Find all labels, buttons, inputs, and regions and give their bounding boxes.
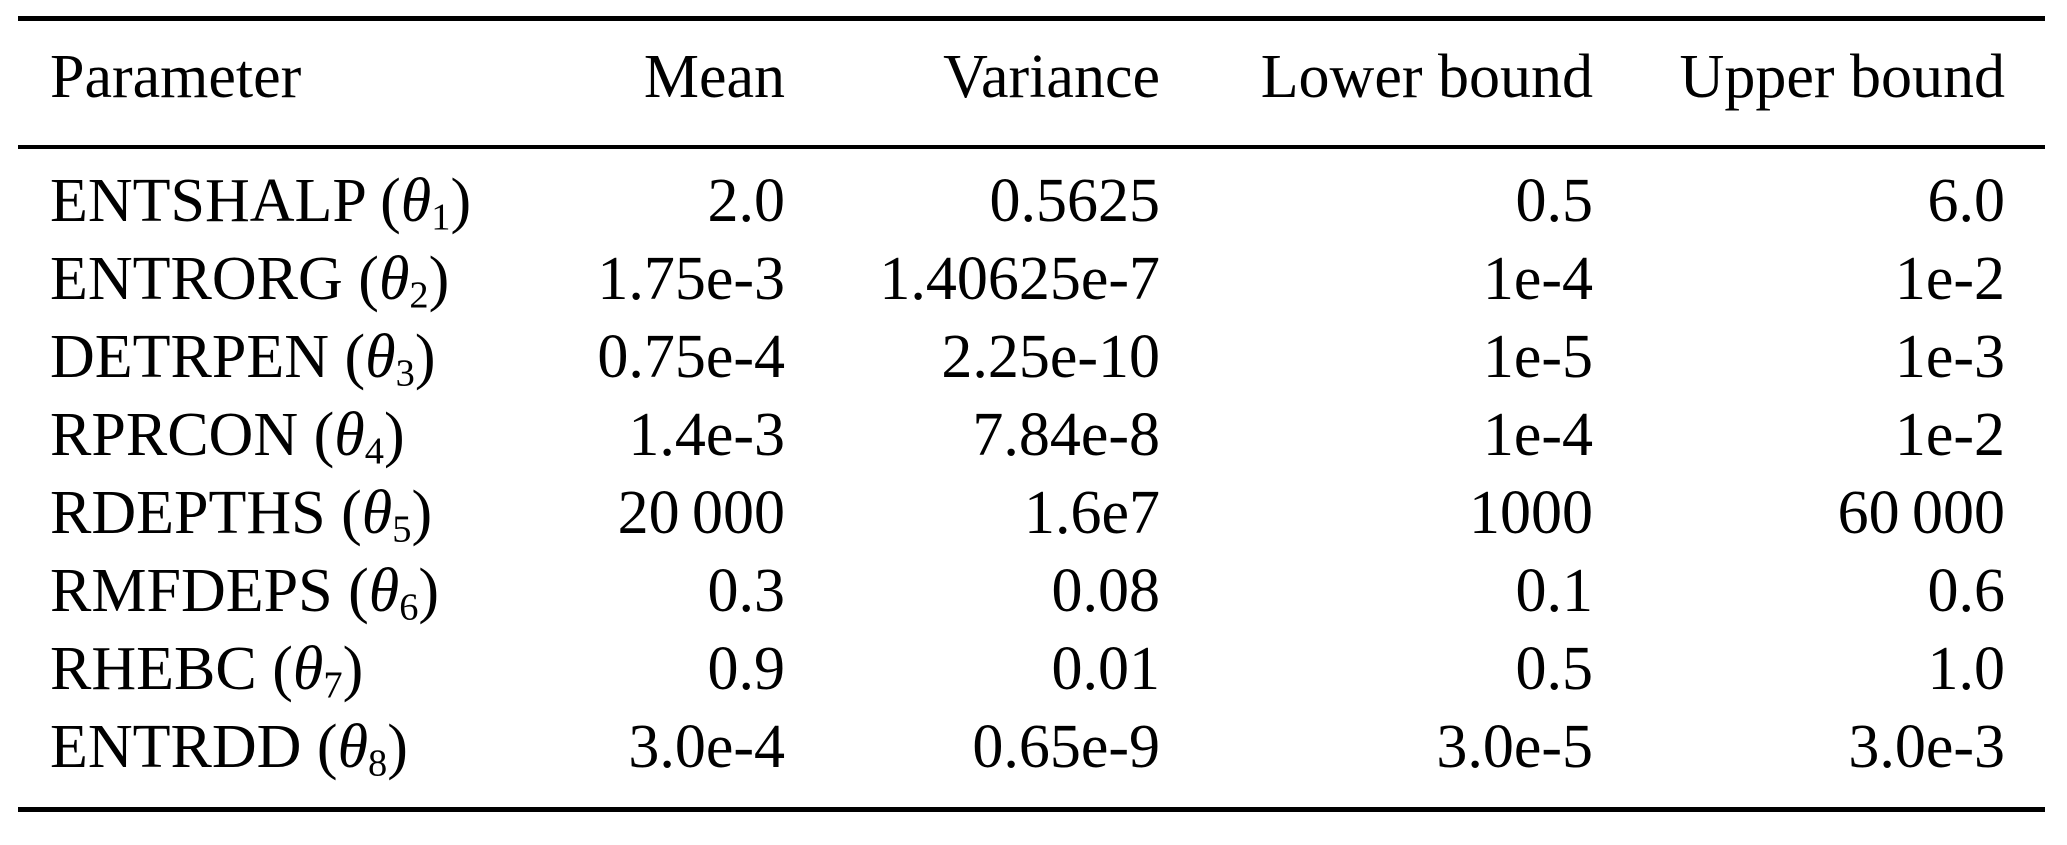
mean-cell: 3.0e-4 bbox=[628, 713, 785, 782]
upper-bound-cell: 0.6 bbox=[1927, 557, 2006, 626]
theta-open: ( bbox=[325, 479, 362, 548]
theta-index: 3 bbox=[395, 352, 415, 395]
theta-open: ( bbox=[301, 713, 338, 782]
header-row: Parameter Mean Variance Lower bound Uppe… bbox=[18, 18, 2045, 149]
theta-index: 5 bbox=[392, 508, 412, 551]
theta-symbol: θ bbox=[378, 245, 410, 314]
parameter-cell: DETRPEN (θ3) bbox=[18, 319, 518, 397]
table-row: ENTRDD (θ8) 3.0e-4 0.65e-9 3.0e-5 3.0e-3 bbox=[18, 709, 2045, 810]
variance-cell: 0.08 bbox=[1051, 557, 1161, 626]
theta-close: ) bbox=[387, 713, 408, 782]
col-header-parameter: Parameter bbox=[18, 18, 518, 149]
table-row: RDEPTHS (θ5) 20 000 1.6e7 1000 60 000 bbox=[18, 475, 2045, 553]
theta-symbol: θ bbox=[334, 401, 365, 470]
theta-index: 8 bbox=[368, 742, 388, 785]
lower-bound-cell: 0.1 bbox=[1515, 557, 1594, 626]
lower-bound-cell: 1000 bbox=[1469, 479, 1593, 548]
upper-bound-cell: 1e-2 bbox=[1894, 401, 2005, 470]
theta-close: ) bbox=[450, 167, 472, 236]
theta-open: ( bbox=[342, 245, 379, 314]
lower-bound-cell: 0.5 bbox=[1515, 635, 1594, 704]
parameter-cell: ENTSHALP (θ1) bbox=[18, 147, 518, 241]
theta-index: 4 bbox=[364, 430, 384, 473]
col-header-lower-bound: Lower bound bbox=[1160, 18, 1593, 149]
parameter-name: ENTRDD bbox=[50, 713, 302, 782]
theta-close: ) bbox=[428, 245, 450, 314]
mean-cell: 0.9 bbox=[707, 635, 786, 704]
col-header-mean: Mean bbox=[518, 18, 785, 149]
variance-cell: 0.5625 bbox=[989, 167, 1161, 236]
theta-close: ) bbox=[383, 401, 405, 470]
table-body: ENTSHALP (θ1) 2.0 0.5625 0.5 6.0 ENTRORG (θ2)… bbox=[18, 147, 2045, 810]
table-row: ENTRORG (θ2) 1.75e-3 1.40625e-7 1e-4 1e-2 bbox=[18, 241, 2045, 319]
mean-cell: 1.75e-3 bbox=[597, 245, 785, 314]
mean-cell: 0.3 bbox=[707, 557, 786, 626]
parameter-cell: RHEBC (θ7) bbox=[18, 631, 518, 709]
theta-symbol: θ bbox=[365, 323, 396, 392]
parameter-cell: ENTRDD (θ8) bbox=[18, 709, 518, 810]
theta-symbol: θ bbox=[400, 167, 432, 236]
mean-cell: 2.0 bbox=[707, 167, 786, 236]
variance-cell: 1.6e7 bbox=[1023, 479, 1160, 548]
parameter-name: ENTRORG bbox=[50, 245, 343, 314]
theta-open: ( bbox=[364, 167, 401, 236]
upper-bound-cell: 1e-3 bbox=[1894, 323, 2005, 392]
parameter-cell: RPRCON (θ4) bbox=[18, 397, 518, 475]
variance-cell: 2.25e-10 bbox=[941, 323, 1160, 392]
variance-cell: 0.01 bbox=[1051, 635, 1161, 704]
variance-cell: 7.84e-8 bbox=[972, 401, 1160, 470]
lower-bound-cell: 1e-5 bbox=[1482, 323, 1593, 392]
lower-bound-cell: 1e-4 bbox=[1482, 245, 1593, 314]
theta-close: ) bbox=[414, 323, 436, 392]
theta-symbol: θ bbox=[292, 635, 324, 704]
col-header-upper-bound: Upper bound bbox=[1593, 18, 2045, 149]
table-row: RPRCON (θ4) 1.4e-3 7.84e-8 1e-4 1e-2 bbox=[18, 397, 2045, 475]
theta-index: 2 bbox=[409, 274, 429, 317]
parameter-name: RMFDEPS bbox=[50, 557, 333, 626]
theta-symbol: θ bbox=[337, 713, 369, 782]
variance-cell: 0.65e-9 bbox=[972, 713, 1160, 782]
upper-bound-cell: 1.0 bbox=[1927, 635, 2006, 704]
lower-bound-cell: 3.0e-5 bbox=[1436, 713, 1593, 782]
page: Parameter Mean Variance Lower bound Uppe… bbox=[0, 16, 2067, 845]
theta-open: ( bbox=[332, 557, 369, 626]
upper-bound-cell: 60 000 bbox=[1837, 479, 2005, 548]
theta-open: ( bbox=[256, 635, 293, 704]
upper-bound-cell: 6.0 bbox=[1927, 167, 2006, 236]
parameter-cell: RDEPTHS (θ5) bbox=[18, 475, 518, 553]
theta-symbol: θ bbox=[361, 479, 393, 548]
theta-close: ) bbox=[411, 479, 433, 548]
lower-bound-cell: 0.5 bbox=[1515, 167, 1594, 236]
parameter-prior-table: Parameter Mean Variance Lower bound Uppe… bbox=[18, 16, 2045, 812]
lower-bound-cell: 1e-4 bbox=[1482, 401, 1593, 470]
parameter-name: RHEBC bbox=[50, 635, 257, 704]
parameter-name: RDEPTHS bbox=[50, 479, 326, 548]
parameter-cell: RMFDEPS (θ6) bbox=[18, 553, 518, 631]
theta-open: ( bbox=[329, 323, 366, 392]
theta-close: ) bbox=[342, 635, 364, 704]
upper-bound-cell: 1e-2 bbox=[1894, 245, 2005, 314]
table-row: DETRPEN (θ3) 0.75e-4 2.25e-10 1e-5 1e-3 bbox=[18, 319, 2045, 397]
table-row: RHEBC (θ7) 0.9 0.01 0.5 1.0 bbox=[18, 631, 2045, 709]
mean-cell: 20 000 bbox=[617, 479, 785, 548]
theta-index: 7 bbox=[323, 664, 343, 707]
theta-symbol: θ bbox=[368, 557, 400, 626]
parameter-name: RPRCON bbox=[50, 401, 299, 470]
upper-bound-cell: 3.0e-3 bbox=[1848, 713, 2005, 782]
theta-index: 6 bbox=[399, 586, 419, 629]
theta-index: 1 bbox=[431, 196, 451, 239]
theta-open: ( bbox=[298, 401, 335, 470]
theta-close: ) bbox=[418, 557, 440, 626]
table-row: RMFDEPS (θ6) 0.3 0.08 0.1 0.6 bbox=[18, 553, 2045, 631]
parameter-cell: ENTRORG (θ2) bbox=[18, 241, 518, 319]
table-row: ENTSHALP (θ1) 2.0 0.5625 0.5 6.0 bbox=[18, 147, 2045, 241]
variance-cell: 1.40625e-7 bbox=[879, 245, 1160, 314]
mean-cell: 1.4e-3 bbox=[628, 401, 785, 470]
parameter-name: DETRPEN bbox=[50, 323, 329, 392]
parameter-name: ENTSHALP bbox=[50, 167, 365, 236]
col-header-variance: Variance bbox=[785, 18, 1160, 149]
mean-cell: 0.75e-4 bbox=[597, 323, 785, 392]
